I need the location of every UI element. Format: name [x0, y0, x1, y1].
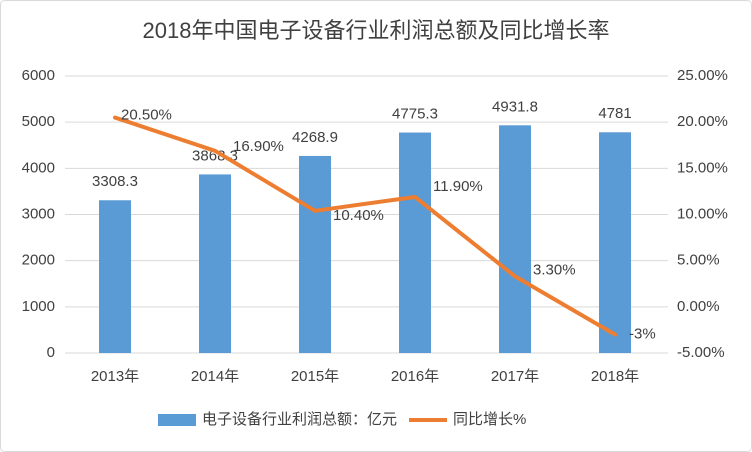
x-tick-label: 2016年: [391, 368, 439, 385]
y2-tick-label: 20.00%: [677, 113, 728, 130]
y2-tick-label: 10.00%: [677, 205, 728, 222]
bar-value-label: 4775.3: [392, 106, 438, 123]
bar-value-label: 4268.9: [292, 129, 338, 146]
y2-tick-label: 25.00%: [677, 67, 728, 84]
bar-value-label: 4931.8: [492, 98, 538, 115]
line-value-label: 10.40%: [333, 207, 384, 224]
bar: [499, 125, 531, 353]
y2-tick-label: -5.00%: [677, 344, 725, 361]
bar: [399, 132, 431, 353]
x-tick-label: 2017年: [491, 368, 539, 385]
y-tick-label: 0: [47, 344, 55, 361]
bar-value-label: 4781: [598, 105, 631, 122]
y-tick-label: 5000: [22, 113, 55, 130]
y-tick-label: 4000: [22, 159, 55, 176]
x-tick-label: 2018年: [591, 368, 639, 385]
y-tick-label: 1000: [22, 298, 55, 315]
y-tick-label: 2000: [22, 252, 55, 269]
y-tick-label: 6000: [22, 67, 55, 84]
bar: [599, 132, 631, 353]
bar-value-label: 3868.3: [192, 147, 238, 164]
x-tick-label: 2013年: [91, 368, 139, 385]
chart-title: 2018年中国电子设备行业利润总额及同比增长率: [143, 18, 610, 43]
line-value-label: -3%: [629, 326, 656, 343]
bar: [199, 174, 231, 353]
legend-swatch: [158, 414, 196, 426]
line-value-label: 20.50%: [121, 107, 172, 124]
y-tick-label: 3000: [22, 205, 55, 222]
y2-tick-label: 0.00%: [677, 298, 720, 315]
x-tick-label: 2015年: [291, 368, 339, 385]
y2-tick-label: 5.00%: [677, 252, 720, 269]
legend-label: 同比增长%: [453, 411, 526, 428]
bar-value-label: 3308.3: [92, 173, 138, 190]
y2-tick-label: 15.00%: [677, 159, 728, 176]
line-value-label: 3.30%: [533, 261, 576, 278]
line: [113, 115, 617, 337]
x-tick-label: 2014年: [191, 368, 239, 385]
bar: [99, 200, 131, 353]
legend-label: 电子设备行业利润总额：亿元: [202, 411, 397, 428]
bar: [299, 155, 331, 353]
line-value-label: 11.90%: [433, 178, 483, 195]
line-value-label: 16.90%: [233, 138, 284, 155]
